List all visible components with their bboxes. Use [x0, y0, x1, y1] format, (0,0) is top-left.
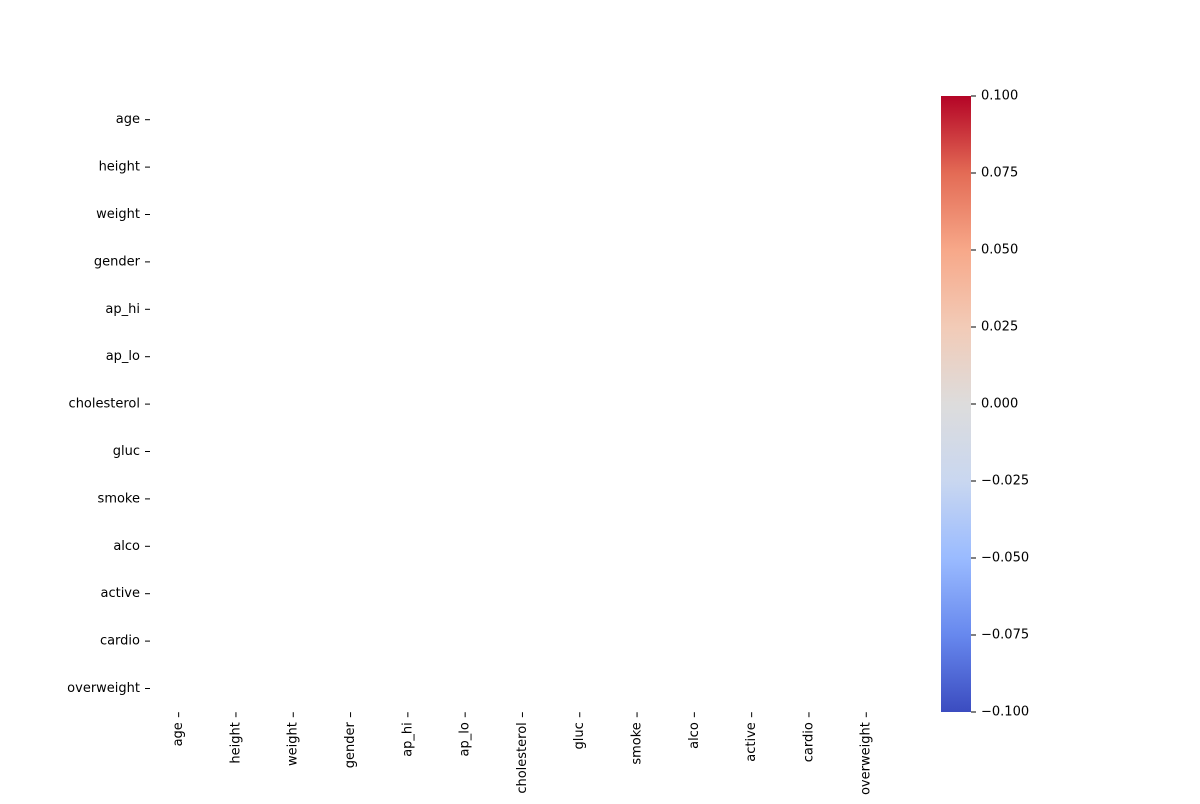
- y-tick-label-overweight: overweight: [67, 681, 140, 696]
- colorbar-ticks: 0.100 0.075 0.050 0.025 0.000 −0.025 −0.050 −0.…: [971, 89, 1029, 720]
- colorbar-tick-label: 0.100: [981, 89, 1018, 104]
- colorbar-tick-label: 0.000: [981, 397, 1018, 412]
- y-axis: age height weight gender ap_hi ap_lo cholester…: [67, 112, 150, 696]
- x-tick-label-gender: gender: [343, 722, 358, 769]
- colorbar-tick-label: 0.025: [981, 320, 1018, 335]
- y-tick-label-ap-lo: ap_lo: [106, 349, 140, 364]
- x-tick-label-gluc: gluc: [572, 722, 587, 749]
- x-tick-label-overweight: overweight: [859, 722, 874, 795]
- y-tick-label-height: height: [99, 160, 140, 175]
- y-tick-label-active: active: [100, 586, 140, 601]
- colorbar: 0.100 0.075 0.050 0.025 0.000 −0.025 −0.050 −0.…: [941, 89, 1029, 720]
- x-tick-label-weight: weight: [286, 722, 301, 766]
- x-tick-label-height: height: [228, 722, 243, 763]
- x-tick-label-ap-hi: ap_hi: [400, 722, 415, 757]
- y-tick-label-cholesterol: cholesterol: [69, 397, 140, 412]
- y-tick-label-age: age: [116, 112, 140, 127]
- colorbar-tick-label: −0.100: [981, 705, 1029, 720]
- colorbar-tick-label: −0.075: [981, 628, 1029, 643]
- x-axis: age height weight gender ap_hi ap_lo cholester…: [171, 712, 874, 795]
- y-tick-label-gender: gender: [94, 254, 141, 269]
- y-tick-label-ap-hi: ap_hi: [105, 302, 140, 317]
- y-tick-label-smoke: smoke: [98, 491, 140, 506]
- x-tick-label-active: active: [744, 722, 759, 762]
- colorbar-gradient-bar: [941, 96, 971, 712]
- colorbar-tick-label: −0.025: [981, 474, 1029, 489]
- y-tick-label-cardio: cardio: [100, 634, 140, 649]
- y-tick-label-weight: weight: [96, 207, 140, 222]
- colorbar-tick-label: 0.075: [981, 166, 1018, 181]
- x-tick-label-alco: alco: [687, 722, 702, 749]
- x-tick-label-cholesterol: cholesterol: [515, 722, 530, 793]
- x-tick-label-ap-lo: ap_lo: [458, 722, 473, 756]
- x-tick-label-cardio: cardio: [801, 722, 816, 762]
- x-tick-label-smoke: smoke: [630, 722, 645, 764]
- y-tick-label-alco: alco: [113, 539, 140, 554]
- x-tick-label-age: age: [171, 722, 186, 746]
- colorbar-tick-label: −0.050: [981, 551, 1029, 566]
- colorbar-tick-label: 0.050: [981, 243, 1018, 258]
- y-tick-label-gluc: gluc: [113, 444, 140, 459]
